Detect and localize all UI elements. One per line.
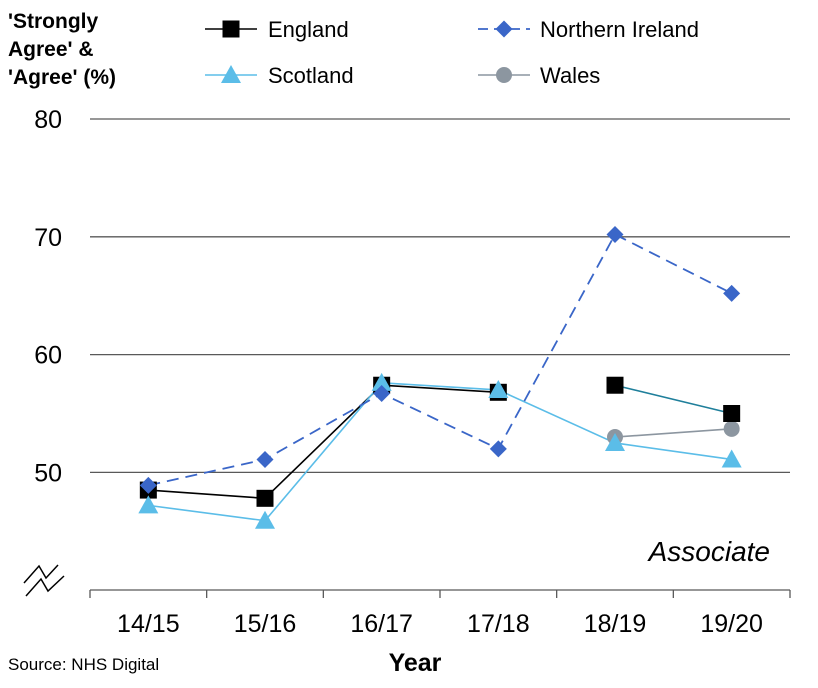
northern-ireland-point <box>723 284 741 302</box>
england-point <box>606 376 624 394</box>
scotland-point <box>488 379 509 398</box>
y-axis-title: 'Strongly Agree' & 'Agree' (%) <box>8 10 116 89</box>
x-axis-title: Year <box>389 649 442 677</box>
x-tick-label: 15/16 <box>234 610 297 638</box>
x-tick-label: 18/19 <box>584 610 647 638</box>
y-tick-label: 50 <box>34 459 62 487</box>
scotland-point <box>138 495 159 514</box>
scotland-point <box>605 432 625 451</box>
legend-label: Scotland <box>268 63 354 88</box>
legend-marker <box>496 67 512 83</box>
scotland-point <box>255 510 275 529</box>
legend-item-wales: Wales <box>478 63 600 88</box>
source-note: Source: NHS Digital <box>8 655 159 674</box>
legend: England Northern Ireland Scotland Wales <box>205 17 699 88</box>
legend-marker <box>221 65 241 83</box>
x-tick-label: 17/18 <box>467 610 530 638</box>
x-tick-label: 14/15 <box>117 610 180 638</box>
legend-item-scotland: Scotland <box>205 63 354 88</box>
legend-item-northern-ireland: Northern Ireland <box>478 17 699 42</box>
wales-point <box>723 420 740 437</box>
northern-ireland-line <box>148 233 733 487</box>
england-line <box>614 384 732 415</box>
x-tick-label: 16/17 <box>350 610 413 638</box>
northern-ireland-point <box>256 450 274 468</box>
northern-ireland-point <box>139 476 157 494</box>
scotland-point <box>371 372 392 391</box>
legend-label: Wales <box>540 63 600 88</box>
associate-annotation: Associate <box>647 536 770 567</box>
y-axis-title-line-3: 'Agree' (%) <box>8 66 116 89</box>
x-tick-label: 19/20 <box>700 610 763 638</box>
y-tick-label: 60 <box>34 342 62 370</box>
series-lines <box>148 233 733 522</box>
northern-ireland-point <box>489 440 507 458</box>
legend-marker <box>495 20 513 38</box>
legend-label: England <box>268 17 349 42</box>
y-axis-title-line-2: Agree' & <box>8 38 94 61</box>
legend-label: Northern Ireland <box>540 17 699 42</box>
scotland-point <box>721 449 742 468</box>
y-axis-title-line-1: 'Strongly <box>8 10 98 33</box>
england-line <box>148 384 499 500</box>
legend-item-england: England <box>205 17 349 42</box>
scotland-line <box>148 382 732 522</box>
x-axis: 14/15 15/16 16/17 17/18 18/19 19/20 <box>89 589 791 638</box>
northern-ireland-point <box>373 384 391 402</box>
northern-ireland-point <box>606 225 624 243</box>
wales-line <box>614 428 732 438</box>
legend-marker <box>222 20 240 38</box>
y-tick-label: 70 <box>34 224 62 252</box>
y-axis-ticks: 50 60 70 80 <box>34 106 62 487</box>
y-tick-label: 80 <box>34 106 62 134</box>
axis-break-icon <box>23 564 65 597</box>
series-markers <box>138 225 742 529</box>
england-point <box>723 405 741 422</box>
england-point <box>256 489 274 507</box>
